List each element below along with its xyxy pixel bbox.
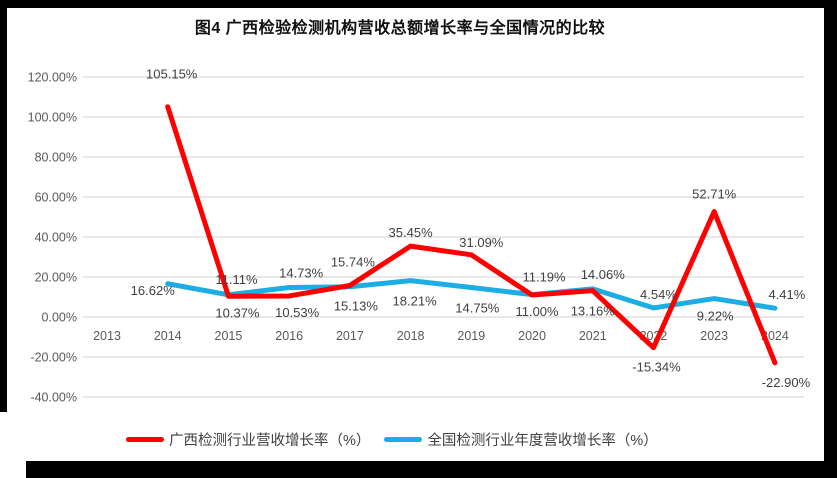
y-tick-label: 20.00% xyxy=(35,271,77,285)
x-tick-label: 2016 xyxy=(275,329,303,343)
legend-swatch-guangxi-icon xyxy=(126,437,164,442)
data-label: 11.11% xyxy=(215,272,258,287)
data-label: 15.74% xyxy=(331,255,376,270)
data-label: 13.16% xyxy=(571,304,616,319)
y-tick-label: 120.00% xyxy=(28,71,77,85)
legend-item-national: 全国检测行业年度营收增长率（%） xyxy=(384,429,658,450)
data-label: 15.13% xyxy=(334,299,379,314)
data-label: 14.73% xyxy=(279,266,324,281)
scan-border-bottom xyxy=(26,461,837,478)
data-label: 16.62% xyxy=(131,283,176,298)
data-label: 11.19% xyxy=(522,270,566,285)
scan-border-left xyxy=(0,0,7,412)
legend: 广西检测行业营收增长率（%） 全国检测行业年度营收增长率（%） xyxy=(126,429,658,450)
x-tick-label: 2014 xyxy=(154,329,182,343)
y-tick-label: -20.00% xyxy=(30,351,77,365)
data-label: 14.06% xyxy=(581,267,626,282)
legend-swatch-national-icon xyxy=(384,437,423,442)
scan-border-top xyxy=(0,0,837,8)
x-tick-label: 2013 xyxy=(93,329,121,343)
legend-label-national: 全国检测行业年度营收增长率（%） xyxy=(427,433,658,449)
data-label: 10.53% xyxy=(275,305,320,320)
x-tick-label: 2023 xyxy=(700,329,728,343)
x-tick-label: 2020 xyxy=(518,329,546,343)
data-label: 52.71% xyxy=(692,187,737,202)
data-label: 105.15% xyxy=(146,67,198,82)
y-tick-label: 80.00% xyxy=(35,151,77,165)
data-label: 11.00% xyxy=(515,304,559,319)
y-tick-label: 60.00% xyxy=(35,191,77,205)
y-tick-label: -40.00% xyxy=(30,391,77,405)
data-label: -15.34% xyxy=(632,360,681,375)
series-line-guangxi xyxy=(165,104,778,366)
y-tick-label: 40.00% xyxy=(35,231,77,245)
data-label: 14.75% xyxy=(455,301,500,316)
x-tick-label: 2015 xyxy=(215,329,243,343)
data-label: 31.09% xyxy=(459,235,504,250)
chart-title: 图4 广西检验检测机构营收总额增长率与全国情况的比较 xyxy=(194,20,606,37)
legend-label-guangxi: 广西检测行业营收增长率（%） xyxy=(169,433,371,449)
x-tick-label: 2021 xyxy=(579,329,607,343)
x-tick-label: 2019 xyxy=(457,329,485,343)
data-label: 10.37% xyxy=(215,305,260,320)
x-tick-label: 2017 xyxy=(336,329,364,343)
scan-border-right xyxy=(824,0,837,478)
y-tick-label: 100.00% xyxy=(28,111,77,125)
y-tick-label: 0.00% xyxy=(42,311,77,325)
data-label: 35.45% xyxy=(389,225,434,240)
data-label: 18.21% xyxy=(393,294,438,309)
legend-item-guangxi: 广西检测行业营收增长率（%） xyxy=(126,429,370,450)
data-label: 4.54% xyxy=(640,287,677,302)
data-label: -22.90% xyxy=(762,375,811,390)
x-tick-label: 2018 xyxy=(397,329,425,343)
data-label: 4.41% xyxy=(768,287,805,302)
data-label: 9.22% xyxy=(697,309,734,324)
